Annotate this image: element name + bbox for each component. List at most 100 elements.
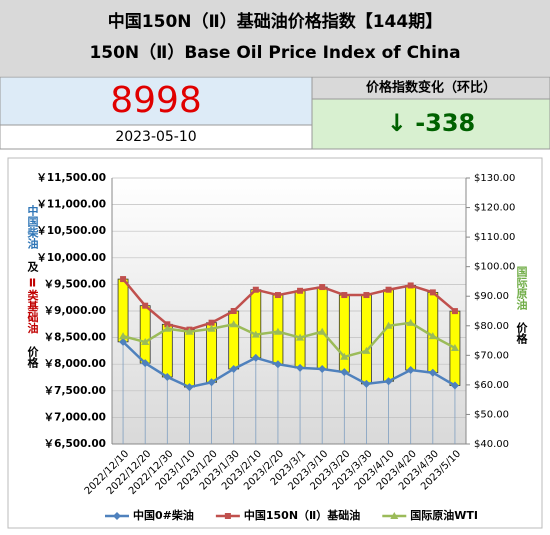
marker [229, 320, 238, 328]
marker [318, 364, 327, 373]
y-tick-label: ￥6,500.00 [44, 438, 106, 450]
marker [119, 337, 128, 346]
marker [362, 379, 371, 388]
updown-bar [338, 294, 350, 373]
marker [406, 318, 415, 326]
y2-tick-label: $90.00 [474, 291, 509, 302]
marker [252, 286, 259, 293]
series-line [122, 278, 456, 331]
updown-bar [139, 305, 151, 364]
marker [207, 324, 216, 332]
updown-bar [294, 290, 306, 369]
legend-label: 中国0#柴油 [133, 508, 194, 522]
marker [229, 364, 238, 373]
y-tick-label: ￥11,000.00 [36, 199, 106, 211]
marker [113, 512, 121, 520]
marker [390, 512, 399, 519]
y2-tick-label: $50.00 [474, 409, 509, 420]
updown-bar [250, 289, 262, 359]
index-box [0, 76, 313, 126]
marker [406, 366, 415, 375]
updown-bar [383, 289, 394, 382]
updown-bar [361, 294, 372, 385]
y2-tick-label: $70.00 [474, 350, 509, 361]
change-value: ↓ -338 [387, 109, 476, 137]
marker [141, 359, 150, 368]
change-box [311, 98, 550, 150]
marker [120, 276, 127, 283]
title-en: 150N（Ⅱ）Base Oil Price Index of China [89, 42, 460, 63]
axis-label: 价格 [515, 322, 528, 345]
marker [451, 308, 458, 315]
marker [273, 360, 282, 369]
y2-tick-label: $130.00 [474, 173, 515, 184]
marker [251, 353, 260, 362]
marker [362, 346, 371, 354]
y-tick-label: ￥8,000.00 [44, 358, 106, 370]
marker [428, 368, 437, 377]
y-tick-label: ￥9,000.00 [44, 305, 106, 317]
marker [163, 372, 172, 381]
marker [319, 284, 326, 291]
marker [164, 321, 171, 328]
marker [384, 321, 393, 329]
marker [230, 308, 237, 314]
y-tick-label: ￥7,000.00 [44, 411, 106, 423]
y-tick-label: ￥10,500.00 [36, 225, 106, 237]
marker [119, 332, 128, 340]
legend-label: 中国150N（Ⅱ）基础油 [244, 508, 360, 522]
marker [340, 368, 349, 377]
marker [185, 327, 194, 335]
marker [297, 287, 304, 294]
marker [341, 292, 348, 299]
marker [429, 289, 436, 296]
axis-label: 中国柴油 [26, 204, 40, 250]
marker [224, 513, 231, 519]
title-cn: 中国150N（Ⅱ）基础油价格指数【144期】 [108, 11, 442, 32]
y-tick-label: ￥10,000.00 [36, 252, 106, 264]
marker [273, 327, 282, 335]
y2-tick-label: $110.00 [474, 232, 515, 243]
marker [363, 292, 370, 299]
y2-tick-label: $80.00 [474, 321, 509, 332]
marker [384, 377, 393, 386]
marker [407, 282, 414, 289]
series-line [122, 321, 456, 359]
axis-label: 国际原油 [515, 266, 528, 311]
change-label: 价格指数变化（环比） [366, 80, 496, 96]
y2-tick-label: $120.00 [474, 203, 515, 214]
marker [141, 338, 150, 346]
header-bg [0, 0, 550, 76]
index-value: 8998 [110, 80, 202, 121]
y-tick-label: ￥11,500.00 [36, 172, 106, 184]
marker [207, 378, 216, 387]
y2-tick-label: $60.00 [474, 380, 509, 391]
index-date: 2023-05-10 [115, 129, 196, 145]
series-line [122, 340, 456, 389]
marker [163, 324, 172, 332]
marker [274, 292, 281, 299]
marker [318, 327, 327, 335]
axis-label: 及 [26, 261, 39, 273]
y2-tick-label: $100.00 [474, 262, 515, 273]
marker [185, 383, 194, 392]
y-tick-label: ￥9,500.00 [44, 278, 106, 290]
y-tick-label: ￥7,500.00 [44, 385, 106, 397]
legend-label: 国际原油WTI [410, 508, 478, 522]
axis-label: 价格 [26, 346, 39, 369]
updown-bar [184, 329, 195, 388]
marker [142, 302, 149, 309]
y2-tick-label: $40.00 [474, 439, 509, 450]
marker [428, 332, 437, 340]
marker [296, 363, 305, 372]
marker [450, 381, 459, 390]
y-tick-label: ￥8,500.00 [44, 332, 106, 344]
updown-bar [405, 285, 417, 371]
updown-bar [228, 310, 240, 370]
axis-label: Ⅱ类基础油 [26, 277, 40, 335]
marker [296, 333, 305, 341]
marker [208, 319, 215, 326]
marker [340, 352, 349, 360]
marker [385, 286, 392, 293]
